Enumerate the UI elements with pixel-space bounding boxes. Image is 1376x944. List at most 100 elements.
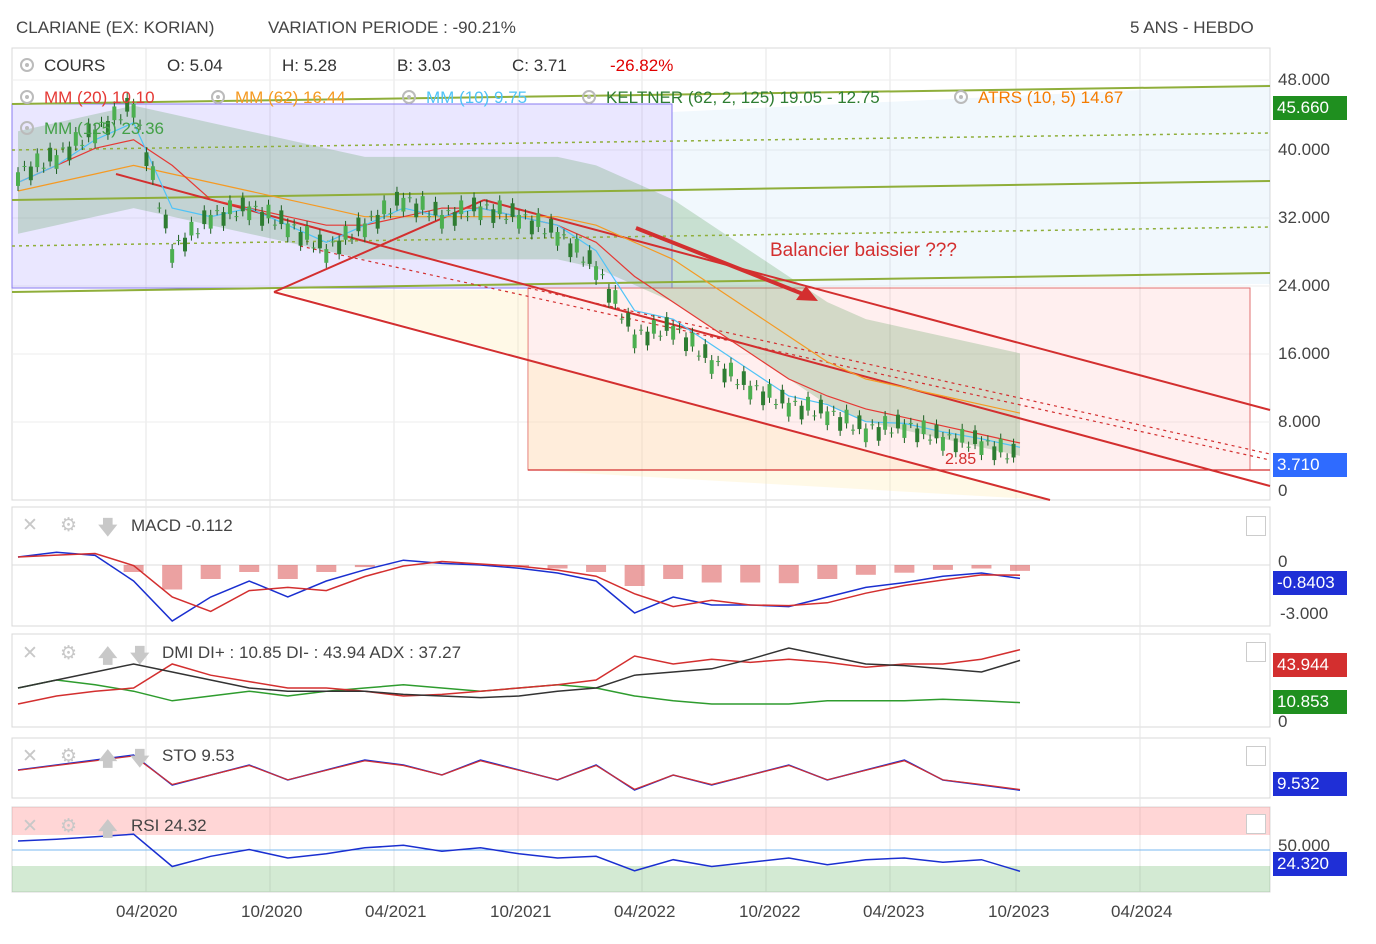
candle-body [639, 329, 644, 331]
legend-mm62[interactable]: MM (62) 16.44 [211, 88, 346, 108]
panel-checkbox[interactable] [1246, 642, 1266, 662]
candle-body [606, 288, 611, 303]
ohlc-legend: COURS [20, 56, 105, 76]
candle-body [793, 400, 798, 402]
candle-body [1011, 443, 1016, 458]
x-tick: 04/2023 [863, 902, 925, 921]
axis-tick: 24.000 [1278, 276, 1330, 295]
mm20-label: MM (20) [44, 88, 108, 107]
gear-icon[interactable]: ⚙ [60, 746, 78, 767]
candle-body [748, 385, 753, 400]
dmi-badge-minus: 43.944 [1273, 653, 1347, 677]
candle-body [645, 331, 650, 346]
period-selector[interactable]: 5 ANS - HEBDO [1130, 18, 1254, 37]
mm62-value: 16.44 [303, 88, 346, 107]
candle-body [382, 200, 387, 215]
candle-body [857, 415, 862, 430]
gear-icon[interactable]: ⚙ [60, 643, 78, 664]
candle-body [510, 203, 515, 217]
gear-icon[interactable] [954, 90, 968, 104]
candle-body [536, 213, 541, 227]
atrs-value: 14.67 [1080, 88, 1124, 107]
candle-body [542, 233, 547, 235]
candle-body [851, 429, 855, 431]
gear-icon[interactable]: ⚙ [60, 816, 78, 837]
candle-body [677, 328, 682, 330]
arrow-up-icon[interactable]: 🡅 [98, 749, 118, 770]
candle-body [870, 424, 875, 426]
candle-body [767, 384, 772, 398]
channel-line [527, 287, 1271, 455]
candle-body [600, 274, 605, 276]
candle-body [883, 416, 888, 430]
candle-body [16, 172, 20, 186]
candle-body [343, 226, 348, 240]
macd-hist [547, 565, 568, 569]
candle-body [324, 249, 329, 263]
x-tick: 10/2023 [988, 902, 1050, 921]
candle-body [523, 214, 528, 216]
gear-icon[interactable] [20, 121, 34, 135]
candle-body [728, 362, 733, 377]
legend-keltner[interactable]: KELTNER (62, 2, 125) 19.05 - 12.75 [582, 88, 880, 108]
close-icon[interactable]: ✕ [22, 515, 38, 536]
legend-mm10[interactable]: MM (10) 9.75 [402, 88, 527, 108]
candle-body [722, 368, 727, 383]
candle-body [170, 249, 175, 263]
candle-body [60, 147, 65, 149]
trend-line [11, 272, 1271, 293]
close-icon[interactable]: ✕ [22, 746, 38, 767]
channel-line [483, 199, 1271, 411]
gear-icon[interactable] [211, 90, 225, 104]
close-icon[interactable]: ✕ [22, 643, 38, 664]
legend-mm125[interactable]: MM (125) 23.36 [20, 119, 164, 139]
arrow-up-icon[interactable]: 🡅 [98, 646, 118, 667]
candle-body [690, 332, 695, 347]
close-icon[interactable]: ✕ [22, 816, 38, 837]
candle-body [150, 166, 155, 180]
candle-body [940, 437, 945, 451]
panel-checkbox[interactable] [1246, 814, 1266, 834]
arrow-down-icon[interactable]: 🡇 [98, 518, 118, 539]
candle-body [414, 203, 419, 218]
macd-hist [894, 565, 915, 573]
gear-icon[interactable]: ⚙ [60, 515, 78, 536]
gear-icon[interactable] [402, 90, 416, 104]
sto-name: STO [162, 746, 197, 765]
panel-checkbox[interactable] [1246, 746, 1266, 766]
candle-body [80, 144, 85, 146]
candle-body [240, 197, 245, 212]
arrow-down-icon[interactable]: 🡇 [130, 749, 150, 770]
rsi-badge: 24.320 [1273, 852, 1347, 876]
atrs-label: ATRS (10, 5) [978, 88, 1076, 107]
macd-hist [624, 565, 645, 586]
legend-atrs[interactable]: ATRS (10, 5) 14.67 [954, 88, 1123, 108]
panel-frame [11, 633, 1271, 728]
legend-mm20[interactable]: MM (20) 10.10 [20, 88, 155, 108]
candle-body [305, 226, 310, 240]
candle-body [998, 438, 1003, 453]
gear-icon[interactable] [582, 90, 596, 104]
candle-body [138, 124, 143, 126]
candle-body [73, 132, 78, 146]
arrow-up-icon[interactable]: 🡅 [98, 819, 118, 840]
axis-tick: 8.000 [1278, 412, 1321, 431]
axis-tick: 0 [1278, 552, 1288, 571]
di-minus-line [17, 648, 1021, 705]
keltner-value: 19.05 - 12.75 [779, 88, 880, 107]
panel-checkbox[interactable] [1246, 516, 1266, 536]
arrow-down-icon[interactable]: 🡇 [130, 646, 150, 667]
candle-body [934, 424, 939, 439]
gear-icon[interactable] [20, 58, 34, 72]
candle-body [388, 213, 393, 215]
candle-body [555, 232, 560, 246]
candle-body [818, 399, 823, 414]
candle-body [651, 320, 656, 334]
candle-body [838, 417, 843, 431]
candle-body [369, 215, 374, 217]
candle-body [266, 204, 271, 219]
macd-hist [663, 565, 684, 579]
gear-icon[interactable] [20, 90, 34, 104]
candle-body [401, 197, 406, 212]
macd-hist [586, 565, 607, 572]
